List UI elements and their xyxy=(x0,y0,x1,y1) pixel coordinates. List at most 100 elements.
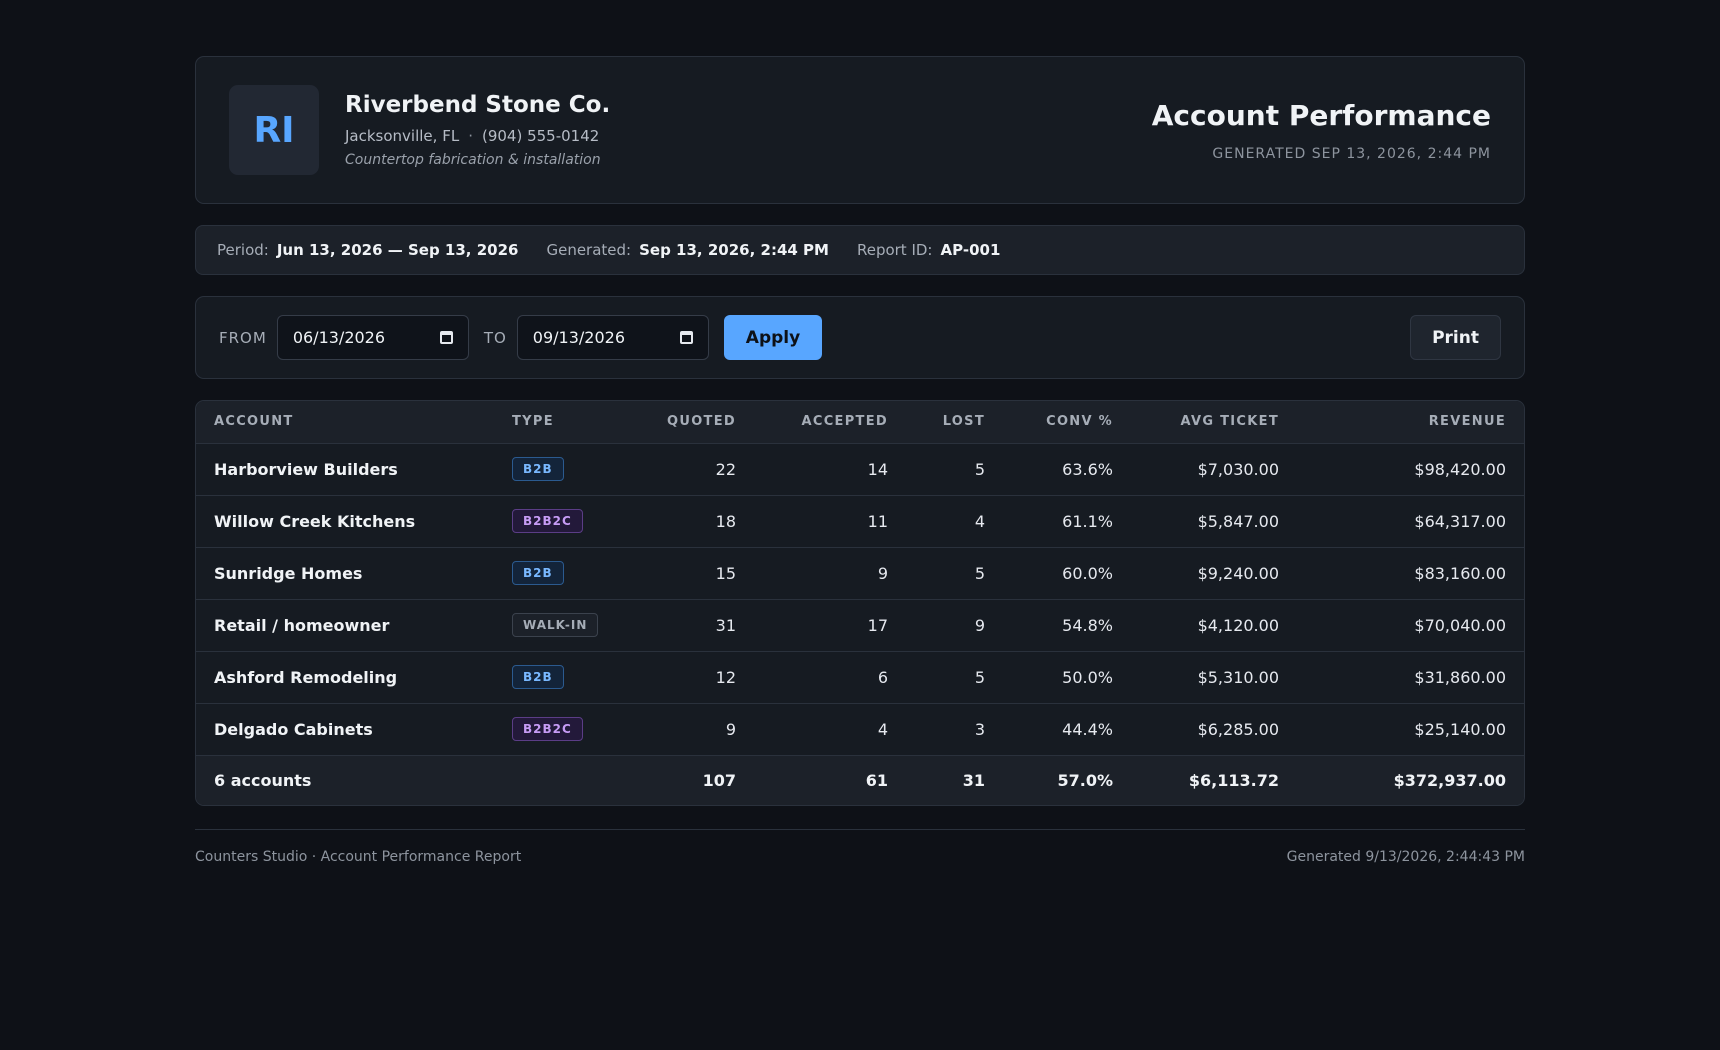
table-row[interactable]: Harborview Builders B2B 22 14 5 63.6% $7,030.0… xyxy=(196,443,1524,496)
type-badge: B2B xyxy=(512,457,564,481)
accepted-cell: 17 xyxy=(754,599,906,652)
from-date-input[interactable]: 06/13/2026 xyxy=(276,315,469,360)
table-row[interactable]: Willow Creek Kitchens B2B2C 18 11 4 61.1% $5,8… xyxy=(196,495,1524,548)
company-logo: RI xyxy=(229,85,319,175)
quoted-cell: 18 xyxy=(644,495,754,548)
totals-lost: 31 xyxy=(906,754,1003,805)
quoted-cell: 22 xyxy=(644,443,754,496)
lost-cell: 5 xyxy=(906,651,1003,704)
revenue-cell: $64,317.00 xyxy=(1297,495,1524,548)
conv-cell: 61.1% xyxy=(1003,495,1131,548)
print-button[interactable]: Print xyxy=(1410,315,1501,360)
account-name: Willow Creek Kitchens xyxy=(196,495,494,548)
calendar-icon[interactable] xyxy=(439,331,453,344)
company-name: Riverbend Stone Co. xyxy=(345,92,611,118)
column-header-avg-ticket[interactable]: AVG TICKET xyxy=(1131,401,1297,444)
generated-value: Sep 13, 2026, 2:44 PM xyxy=(639,241,829,259)
company-contact: Jacksonville, FL · (904) 555-0142 xyxy=(345,127,610,145)
totals-conv: 57.0% xyxy=(1003,754,1131,805)
quoted-cell: 31 xyxy=(644,599,754,652)
from-date-value: 06/13/2026 xyxy=(292,328,386,347)
revenue-cell: $98,420.00 xyxy=(1297,443,1524,496)
account-name: Harborview Builders xyxy=(196,443,494,496)
accepted-cell: 14 xyxy=(754,443,906,496)
type-badge: B2B2C xyxy=(512,509,583,533)
totals-row: 6 accounts 107 61 31 57.0% $6,113.72 $37… xyxy=(196,754,1524,805)
report-id-label: Report ID: xyxy=(856,241,933,259)
type-badge: B2B xyxy=(512,665,564,689)
accepted-cell: 9 xyxy=(754,547,906,600)
avg-ticket-cell: $5,310.00 xyxy=(1131,651,1297,704)
company-phone: (904) 555-0142 xyxy=(481,127,600,145)
to-date-value: 09/13/2026 xyxy=(532,328,626,347)
meta-period: Period: Jun 13, 2026 — Sep 13, 2026 xyxy=(217,241,518,259)
report-id-value: AP-001 xyxy=(940,241,1001,259)
conv-cell: 63.6% xyxy=(1003,443,1131,496)
calendar-icon[interactable] xyxy=(679,331,693,344)
column-header-accepted[interactable]: ACCEPTED xyxy=(754,401,906,444)
footer-right: Generated 9/13/2026, 2:44:43 PM xyxy=(1286,849,1525,865)
account-name: Ashford Remodeling xyxy=(196,651,494,704)
conv-cell: 50.0% xyxy=(1003,651,1131,704)
generated-caption: GENERATED SEP 13, 2026, 2:44 PM xyxy=(1212,145,1491,162)
avg-ticket-cell: $9,240.00 xyxy=(1131,547,1297,600)
column-header-account[interactable]: ACCOUNT xyxy=(196,401,494,444)
totals-accepted: 61 xyxy=(754,754,906,805)
page-title: Account Performance xyxy=(1151,98,1491,132)
table-row[interactable]: Retail / homeowner WALK-IN 31 17 9 54.8% $4,12… xyxy=(196,599,1524,652)
totals-quoted: 107 xyxy=(644,754,754,805)
report-heading: Account Performance GENERATED SEP 13, 20… xyxy=(1152,99,1491,162)
page-footer: Counters Studio · Account Performance Re… xyxy=(195,829,1525,865)
account-name: Delgado Cabinets xyxy=(214,719,373,739)
meta-report-id: Report ID: AP-001 xyxy=(857,241,1000,259)
account-type-cell: B2B2C xyxy=(494,703,644,755)
table-row[interactable]: Sunridge Homes B2B 15 9 5 60.0% $9,240.00 $83,1… xyxy=(196,547,1524,600)
column-header-revenue[interactable]: REVENUE xyxy=(1297,401,1524,444)
column-header-quoted[interactable]: QUOTED xyxy=(644,401,754,444)
accounts-table-card: ACCOUNT TYPE QUOTED ACCEPTED LOST CONV %… xyxy=(195,400,1525,806)
table-row[interactable]: Ashford Remodeling B2B 12 6 5 50.0% $5,310.00 $… xyxy=(196,651,1524,704)
from-label: FROM xyxy=(219,328,267,347)
accepted-cell: 6 xyxy=(754,651,906,704)
to-label: TO xyxy=(483,328,507,347)
footer-left: Counters Studio · Account Performance Re… xyxy=(195,849,522,865)
lost-cell: 4 xyxy=(906,495,1003,548)
accepted-cell: 11 xyxy=(754,495,906,548)
account-type-cell: B2B xyxy=(494,651,644,704)
report-header: RI Riverbend Stone Co. Jacksonville, FL ·… xyxy=(195,56,1525,204)
conv-cell: 44.4% xyxy=(1062,719,1113,739)
column-header-conv[interactable]: CONV % xyxy=(1003,401,1131,444)
column-header-lost[interactable]: LOST xyxy=(906,401,1003,444)
period-value: Jun 13, 2026 — Sep 13, 2026 xyxy=(276,241,519,259)
revenue-cell: $31,860.00 xyxy=(1297,651,1524,704)
column-header-type[interactable]: TYPE xyxy=(494,401,644,444)
type-badge: B2B2C xyxy=(512,717,583,741)
type-badge: B2B xyxy=(512,561,564,585)
to-date-input[interactable]: 09/13/2026 xyxy=(516,315,709,360)
apply-button[interactable]: Apply xyxy=(723,315,823,360)
account-name: Retail / homeowner xyxy=(196,599,494,652)
conv-cell: 54.8% xyxy=(1003,599,1131,652)
revenue-cell: $83,160.00 xyxy=(1297,547,1524,600)
report-meta-bar: Period: Jun 13, 2026 — Sep 13, 2026 Gener… xyxy=(195,225,1525,275)
company-brand: RI Riverbend Stone Co. Jacksonville, FL ·… xyxy=(229,85,610,175)
account-type-cell: B2B2C xyxy=(494,495,644,548)
quoted-cell: 15 xyxy=(644,547,754,600)
account-type-cell: WALK-IN xyxy=(494,599,644,652)
revenue-cell: $25,140.00 xyxy=(1414,719,1506,739)
company-location: Jacksonville, FL xyxy=(345,127,460,145)
lost-cell: 5 xyxy=(906,443,1003,496)
type-badge: WALK-IN xyxy=(512,613,599,637)
revenue-cell: $70,040.00 xyxy=(1297,599,1524,652)
period-label: Period: xyxy=(217,241,269,259)
avg-ticket-cell: $7,030.00 xyxy=(1131,443,1297,496)
conv-cell: 60.0% xyxy=(1003,547,1131,600)
accepted-cell: 4 xyxy=(877,719,888,739)
meta-generated: Generated: Sep 13, 2026, 2:44 PM xyxy=(546,241,829,259)
company-info: Riverbend Stone Co. Jacksonville, FL · (90… xyxy=(345,92,610,168)
table-row[interactable]: Delgado Cabinets B2B2C 9 4 3 44.4% $6,285.00 $2… xyxy=(196,703,1524,755)
account-type-cell: B2B xyxy=(494,547,644,600)
contact-separator: · xyxy=(468,127,473,145)
totals-avg-ticket: $6,113.72 xyxy=(1131,754,1297,805)
lost-cell: 5 xyxy=(906,547,1003,600)
